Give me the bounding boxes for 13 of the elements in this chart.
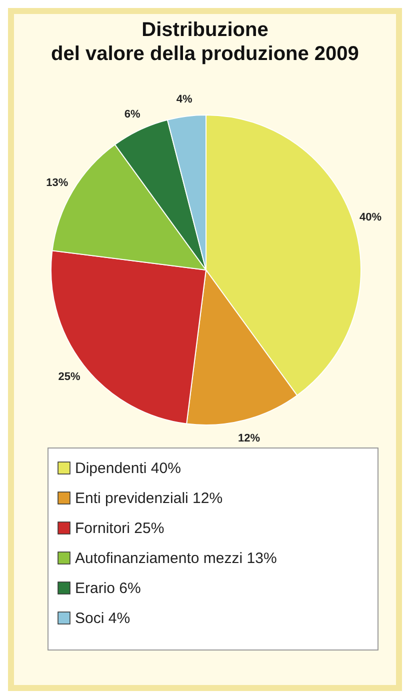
- data-label: 4%: [176, 93, 192, 106]
- data-label: 40%: [360, 212, 382, 224]
- legend-label: Dipendenti 40%: [75, 460, 181, 477]
- data-label: 12%: [238, 432, 260, 445]
- chart-title: Distribuzione del valore della produzione 2009: [51, 19, 359, 65]
- legend-label: Enti previdenziali 12%: [75, 490, 223, 507]
- legend-label: Autofinanziamento mezzi 13%: [75, 550, 277, 567]
- data-label: 6%: [124, 108, 141, 120]
- legend-label: Fornitori 25%: [75, 520, 164, 537]
- data-label: 13%: [46, 176, 68, 189]
- legend-label: Erario 6%: [75, 580, 141, 597]
- data-label: 25%: [58, 371, 81, 384]
- legend-label: Soci 4%: [75, 610, 130, 627]
